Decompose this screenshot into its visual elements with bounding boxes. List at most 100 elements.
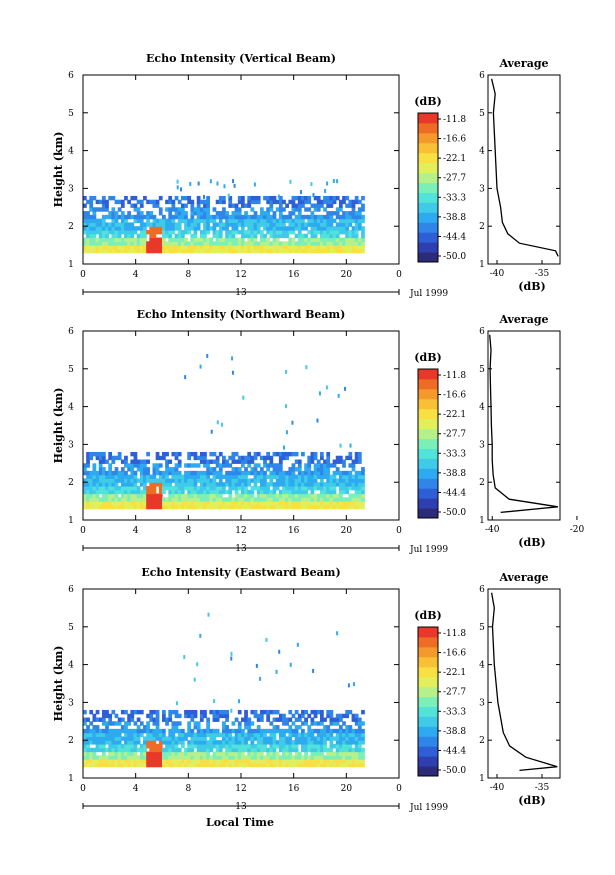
colorbar-tick-label: -33.3 bbox=[443, 707, 466, 717]
colorbar-tick-label: -16.6 bbox=[443, 649, 466, 659]
colorbar-tick-label: -50.0 bbox=[443, 252, 466, 262]
x-tick-label: 12 bbox=[235, 270, 246, 280]
x-tick-label: 20 bbox=[341, 784, 353, 794]
y-axis-label: Height (km) bbox=[52, 388, 65, 464]
x-tick-label: 0 bbox=[396, 784, 402, 794]
colorbar-swatch bbox=[418, 448, 438, 459]
colorbar-tick-label: -16.6 bbox=[443, 391, 466, 401]
colorbar-unit: (dB) bbox=[414, 609, 441, 622]
x-tick-label: 0 bbox=[80, 526, 86, 536]
colorbar-swatch bbox=[418, 162, 438, 174]
date-label: Jul 1999 bbox=[409, 545, 448, 555]
day-label: 13 bbox=[235, 544, 247, 554]
colorbar-swatch bbox=[418, 746, 438, 757]
average-frame bbox=[487, 74, 561, 265]
colorbar-tick-label: -22.1 bbox=[443, 410, 466, 420]
colorbar-swatch bbox=[418, 696, 438, 707]
average-y-tick-label: 2 bbox=[479, 736, 485, 746]
average-y-tick-label: 4 bbox=[479, 147, 485, 157]
y-tick-label: 6 bbox=[68, 71, 74, 81]
average-title: Average bbox=[498, 313, 548, 326]
colorbar-swatch bbox=[418, 488, 438, 499]
heatmap bbox=[83, 612, 365, 768]
y-tick-label: 2 bbox=[68, 222, 74, 232]
x-tick-label: 12 bbox=[235, 526, 246, 536]
colorbar-swatch bbox=[418, 242, 438, 253]
colorbar-swatch bbox=[418, 468, 438, 479]
average-y-tick-label: 6 bbox=[479, 71, 485, 81]
colorbar-swatch bbox=[418, 627, 438, 638]
x-tick-label: 20 bbox=[341, 270, 353, 280]
colorbar-swatch bbox=[418, 122, 438, 134]
y-tick-label: 1 bbox=[68, 774, 74, 784]
y-tick-label: 5 bbox=[68, 109, 74, 119]
colorbar-tick-label: -44.4 bbox=[443, 746, 466, 756]
average-frame bbox=[487, 588, 561, 779]
colorbar-swatch bbox=[418, 418, 438, 430]
average-y-tick-label: 2 bbox=[479, 222, 485, 232]
heatmap bbox=[83, 353, 365, 510]
average-y-tick-label: 4 bbox=[479, 403, 485, 413]
colorbar-swatch bbox=[418, 736, 438, 747]
day-label: 13 bbox=[235, 288, 247, 298]
average-y-tick-label: 3 bbox=[479, 440, 485, 450]
average-line bbox=[490, 78, 559, 257]
average-line bbox=[489, 334, 559, 514]
colorbar-swatch bbox=[418, 676, 438, 688]
colorbar-unit: (dB) bbox=[414, 351, 441, 364]
y-tick-label: 4 bbox=[68, 661, 74, 671]
colorbar-tick-label: -16.6 bbox=[443, 135, 466, 145]
average-x-tick-label: -20 bbox=[570, 525, 585, 535]
average-y-tick-label: 5 bbox=[479, 623, 485, 633]
average-title: Average bbox=[498, 571, 548, 584]
y-tick-label: 3 bbox=[68, 184, 74, 194]
colorbar-swatch bbox=[418, 202, 438, 213]
colorbar-unit: (dB) bbox=[414, 95, 441, 108]
colorbar-tick-label: -27.7 bbox=[443, 174, 466, 184]
colorbar-tick-label: -38.8 bbox=[443, 213, 466, 223]
colorbar-swatch bbox=[418, 636, 438, 648]
colorbar-swatch bbox=[418, 212, 438, 223]
x-tick-label: 12 bbox=[235, 784, 246, 794]
date-label: Jul 1999 bbox=[409, 803, 448, 813]
colorbar-swatch bbox=[418, 182, 438, 193]
average-frame bbox=[487, 330, 561, 521]
x-tick-label: 16 bbox=[288, 526, 300, 536]
average-y-tick-label: 3 bbox=[479, 698, 485, 708]
colorbar-tick-label: -11.8 bbox=[443, 629, 466, 639]
x-tick-label: 4 bbox=[133, 526, 139, 536]
colorbar-swatch bbox=[418, 252, 438, 263]
average-y-tick-label: 1 bbox=[479, 260, 485, 270]
colorbar-swatch bbox=[418, 438, 438, 449]
average-line bbox=[490, 592, 558, 772]
average-x-tick-label: -35 bbox=[535, 269, 550, 279]
panel-title: Echo Intensity (Vertical Beam) bbox=[146, 52, 336, 65]
colorbar-swatch bbox=[418, 706, 438, 717]
colorbar-tick-label: -44.4 bbox=[443, 232, 466, 242]
colorbar-swatch bbox=[418, 192, 438, 203]
x-tick-label: 16 bbox=[288, 784, 300, 794]
average-y-tick-label: 3 bbox=[479, 184, 485, 194]
y-tick-label: 1 bbox=[68, 260, 74, 270]
colorbar-swatch bbox=[418, 172, 438, 184]
colorbar-tick-label: -22.1 bbox=[443, 668, 466, 678]
colorbar-tick-label: -33.3 bbox=[443, 449, 466, 459]
colorbar-tick-label: -50.0 bbox=[443, 508, 466, 518]
colorbar-frame bbox=[417, 368, 439, 519]
y-tick-label: 4 bbox=[68, 147, 74, 157]
colorbar-swatch bbox=[418, 369, 438, 380]
colorbar-tick-label: -27.7 bbox=[443, 688, 466, 698]
colorbar-tick-label: -44.4 bbox=[443, 488, 466, 498]
y-axis-label: Height (km) bbox=[52, 132, 65, 208]
colorbar-tick-label: -38.8 bbox=[443, 469, 466, 479]
x-tick-label: 0 bbox=[396, 270, 402, 280]
x-tick-label: 4 bbox=[133, 270, 139, 280]
colorbar-tick-label: -22.1 bbox=[443, 154, 466, 164]
colorbar-swatch bbox=[418, 646, 438, 658]
average-x-tick-label: -40 bbox=[490, 783, 505, 793]
colorbar-swatch bbox=[418, 478, 438, 489]
x-tick-label: 0 bbox=[80, 784, 86, 794]
x-tick-label: 0 bbox=[80, 270, 86, 280]
